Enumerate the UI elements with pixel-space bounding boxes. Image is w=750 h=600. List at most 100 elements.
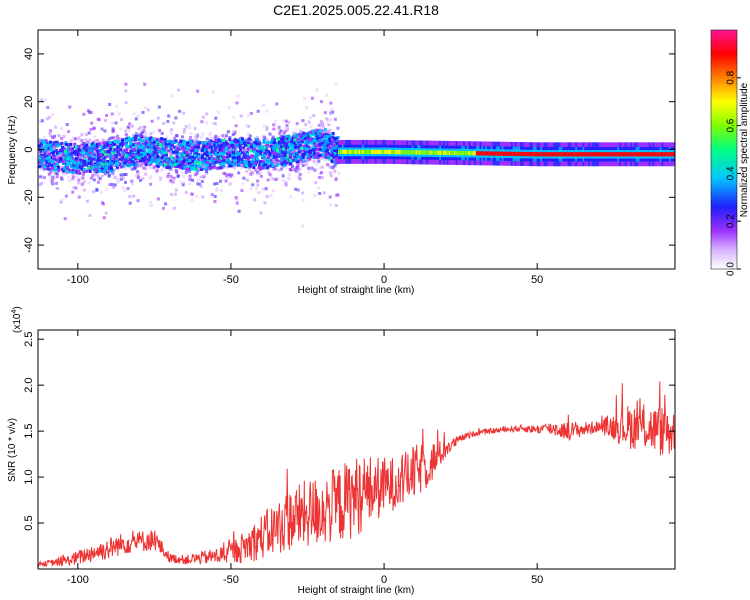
x-tick-label: -100	[67, 274, 89, 286]
spectrogram-cell	[49, 129, 53, 133]
spectrogram-cell	[50, 178, 54, 182]
spectrogram-cell	[301, 199, 305, 203]
spectrogram-cell	[588, 152, 591, 157]
spectrogram-cell	[306, 159, 310, 163]
spectrogram-cell	[89, 149, 93, 153]
spectrogram-cell	[174, 150, 178, 154]
spectrogram-cell	[226, 149, 230, 153]
spectrogram-cell	[306, 134, 310, 138]
spectrogram-cell	[75, 156, 79, 160]
spectrogram-cell	[284, 126, 288, 130]
spectrogram-cell	[109, 154, 113, 158]
spectrogram-cell	[194, 144, 198, 148]
spectrogram-cell	[38, 182, 42, 186]
spectrogram-cell	[277, 142, 281, 146]
spectrogram-cell	[335, 160, 339, 164]
spectrogram-cell	[106, 169, 110, 173]
spectrogram-cell	[219, 157, 223, 161]
spectrogram-cell	[46, 150, 50, 154]
spectrogram-cell	[70, 147, 74, 151]
spectrogram-cell	[112, 129, 116, 133]
spectrogram-cell	[194, 161, 198, 165]
spectrogram-cell	[300, 224, 304, 228]
spectrogram-cell	[69, 152, 73, 156]
spectrogram-cell	[121, 176, 125, 180]
spectrogram-cell	[142, 135, 146, 139]
spectrogram-cell	[178, 163, 182, 167]
spectrogram-cell	[127, 129, 131, 133]
spectrogram-cell	[119, 118, 123, 122]
spectrogram-cell	[115, 147, 119, 151]
spectrogram-cell	[317, 159, 321, 163]
spectrogram-cell	[184, 125, 188, 129]
spectrogram-cell	[210, 157, 214, 161]
spectrogram-cell	[302, 132, 306, 136]
spectrogram-cell	[98, 169, 102, 173]
spectrogram-cell	[152, 150, 156, 154]
spectrogram-cell	[240, 189, 244, 193]
spectrogram-cell	[138, 154, 142, 158]
spectrogram-cell	[326, 163, 330, 167]
spectrogram-cell	[223, 148, 227, 152]
spectrogram-cell	[67, 130, 71, 134]
spectrogram-cell	[89, 161, 93, 165]
spectrogram-cell	[284, 165, 288, 169]
spectrogram-cell	[320, 176, 324, 180]
spectrogram-cell	[323, 111, 327, 115]
spectrogram-cell	[82, 168, 86, 172]
spectrogram-cell	[249, 111, 253, 115]
spectrogram-cell	[354, 149, 357, 155]
spectrogram-cell	[169, 160, 173, 164]
spectrogram-cell	[143, 155, 147, 159]
spectrogram-cell	[77, 195, 81, 199]
spectrogram-cell	[89, 176, 93, 180]
spectrogram-cell	[481, 151, 484, 156]
spectrogram-cell	[314, 158, 318, 162]
spectrogram-cell	[88, 213, 92, 217]
spectrogram-cell	[96, 152, 100, 156]
spectrogram-cell	[288, 142, 292, 146]
spectrogram-cell	[233, 159, 237, 163]
spectrogram-cell	[111, 127, 115, 131]
spectrogram-cell	[101, 152, 105, 156]
spectrogram-cell	[302, 152, 306, 156]
spectrogram-cell	[549, 152, 552, 157]
spectrogram-cell	[175, 144, 179, 148]
spectrogram-cell	[201, 195, 205, 199]
spectrogram-cell	[169, 179, 173, 183]
spectrogram-cell	[165, 160, 169, 164]
spectrogram-cell	[279, 145, 283, 149]
spectrogram-cell	[56, 159, 60, 163]
spectrogram-cell	[295, 122, 299, 126]
spectrogram-cell	[287, 140, 291, 144]
spectrogram-cell	[80, 145, 84, 149]
spectrogram-cell	[318, 175, 322, 179]
spectrogram-cell	[613, 152, 616, 157]
spectrogram-cell	[194, 151, 198, 155]
spectrogram-cell	[162, 159, 166, 163]
spectrogram-cell	[106, 170, 110, 174]
spectrogram-cell	[116, 168, 120, 172]
spectrogram-cell	[157, 138, 161, 142]
spectrogram-cell	[122, 172, 126, 176]
spectrogram-cell	[291, 144, 295, 148]
spectrogram-cell	[316, 150, 320, 154]
spectrogram-cell	[299, 146, 303, 150]
spectrogram-cell	[271, 140, 275, 144]
spectrogram-cell	[172, 121, 176, 125]
spectrogram-cell	[256, 136, 260, 140]
spectrogram-cell	[650, 152, 653, 157]
spectrogram-cell	[289, 137, 293, 141]
spectrogram-cell	[360, 149, 363, 155]
spectrogram-cell	[600, 152, 604, 157]
x-tick-label: 50	[531, 574, 543, 586]
spectrogram-cell	[324, 135, 328, 139]
spectrogram-cell	[254, 138, 258, 142]
spectrogram-cell	[532, 152, 536, 157]
spectrogram-cell	[82, 180, 86, 184]
spectrogram-cell	[158, 150, 162, 154]
spectrogram-cell	[324, 142, 328, 146]
spectrogram-cell	[270, 146, 274, 150]
spectrogram-cell	[190, 149, 194, 153]
spectrogram-cell	[215, 182, 219, 186]
